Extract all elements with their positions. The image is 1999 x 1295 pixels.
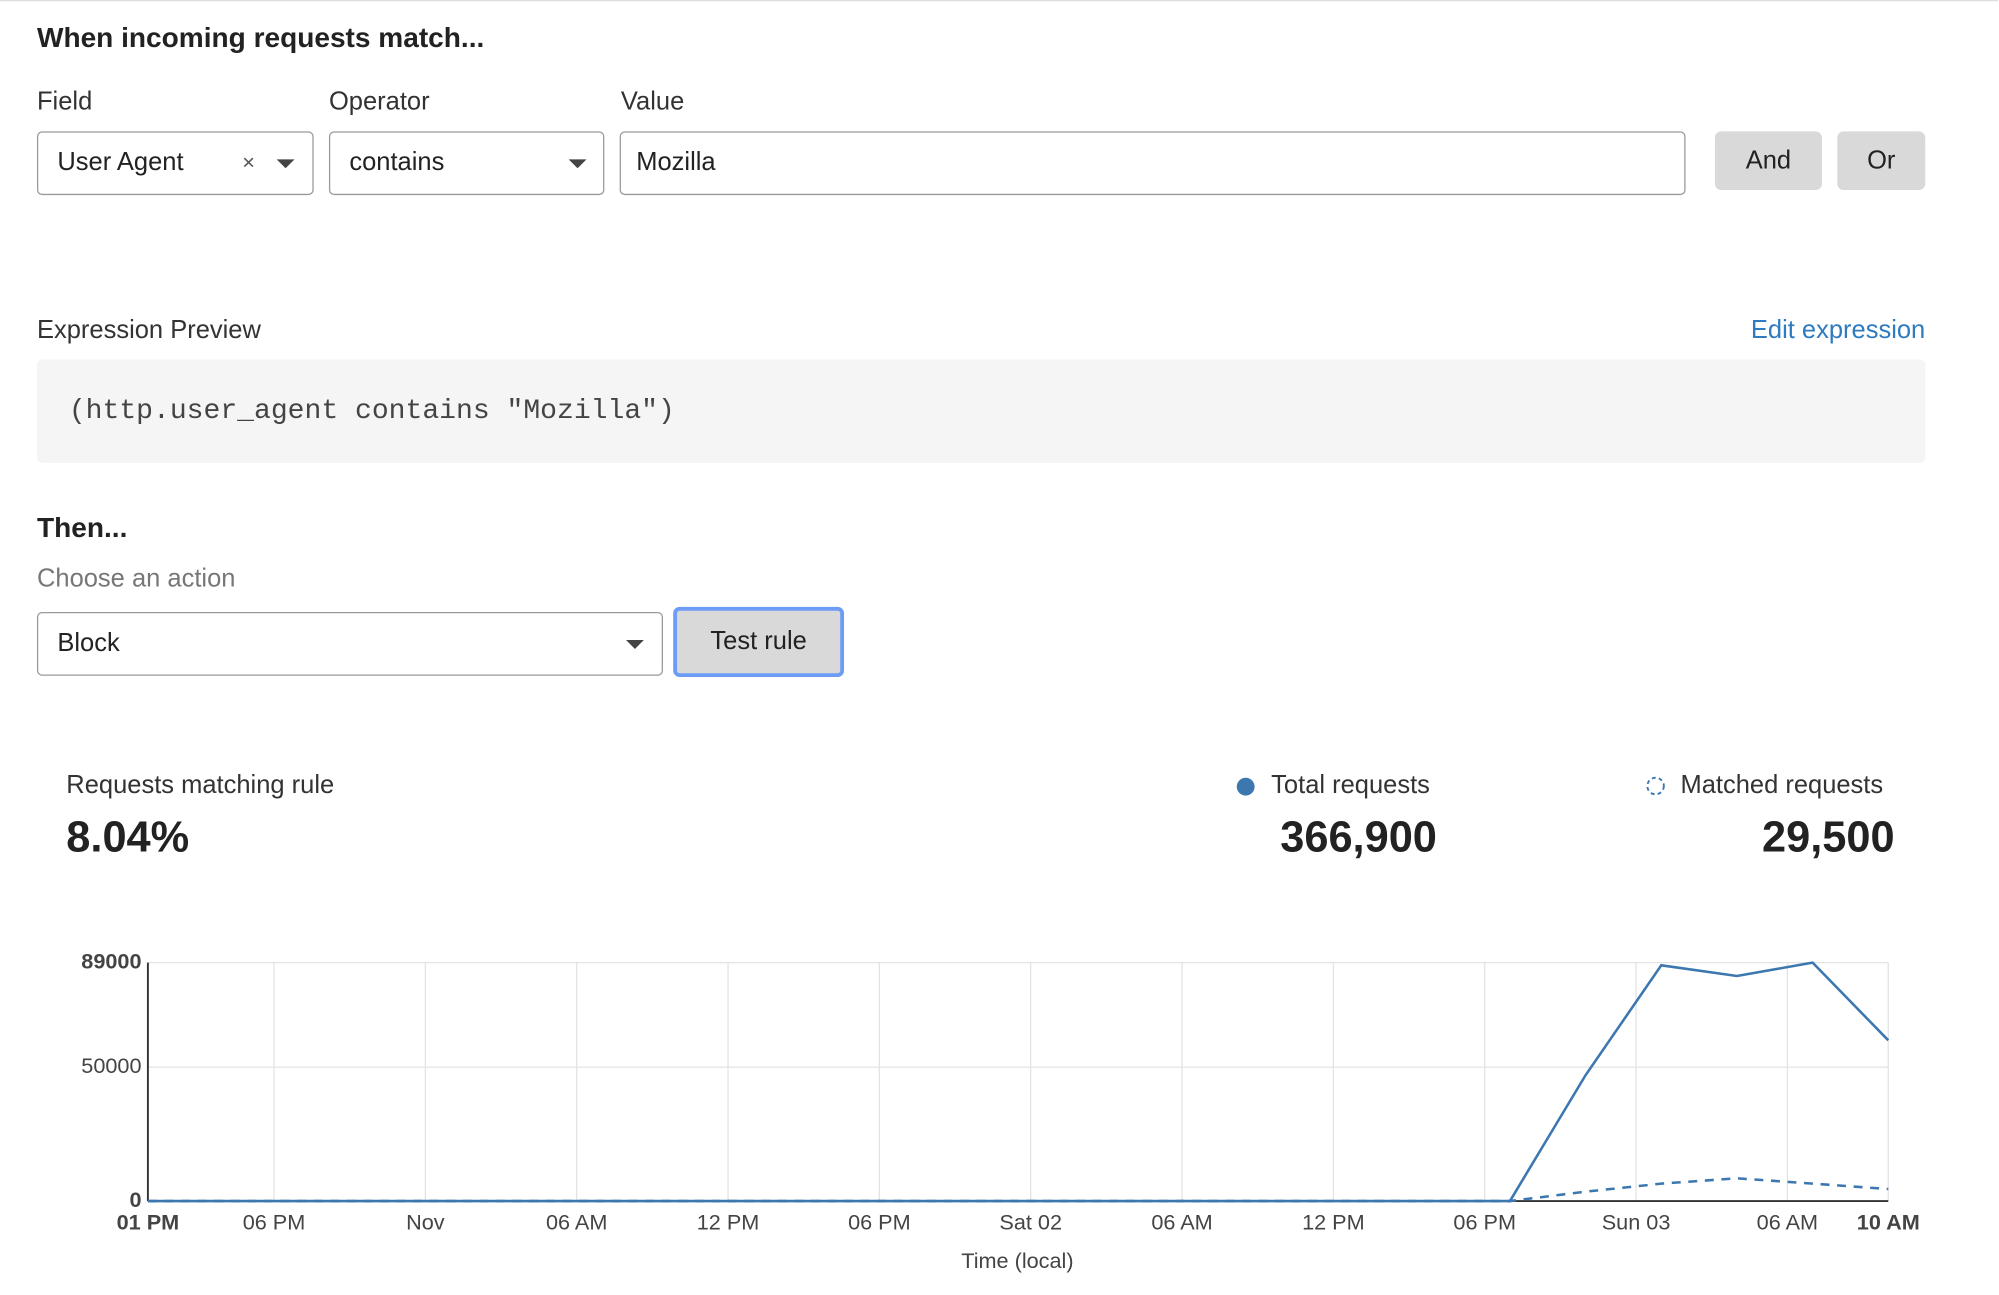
x-tick-label: 01 PM <box>117 1210 180 1235</box>
value-input[interactable]: Mozilla <box>619 131 1686 196</box>
x-tick-label: 06 PM <box>243 1210 306 1235</box>
match-value: 8.04% <box>66 813 190 862</box>
chart: Time (local) 01 PM 06 PM Nov 06 AM 12 PM 06 P… <box>81 948 1920 1273</box>
x-tick-label: Nov <box>406 1210 445 1235</box>
field-select[interactable]: User Agent × <box>36 131 314 196</box>
legend-dot <box>1236 777 1255 796</box>
x-axis-title: Time (local) <box>961 1248 1073 1273</box>
x-tick-label: 12 PM <box>697 1210 760 1235</box>
legend-marker <box>1646 776 1665 796</box>
value-text: Mozilla <box>636 148 716 177</box>
x-tick-label: Sat 02 <box>999 1210 1062 1235</box>
section-title: When incoming requests match... <box>36 21 485 54</box>
field-label: Field <box>36 87 93 117</box>
series-line <box>147 961 1890 1203</box>
legend-dashed-circle <box>1646 776 1665 796</box>
x-tick-label: 10 AM <box>1857 1210 1920 1235</box>
test-rule-button[interactable]: Test rule <box>673 606 845 678</box>
expression-label: Expression Preview <box>36 316 261 345</box>
dropdown-caret <box>276 159 295 169</box>
action-value: Block <box>57 629 120 658</box>
x-tick-label: 12 PM <box>1302 1210 1365 1235</box>
then-title: Then... <box>36 511 128 544</box>
edit-expression-link[interactable]: Edit expression <box>1750 316 1926 345</box>
dropdown-caret <box>568 159 587 169</box>
y-tick-label: 0 <box>129 1187 141 1212</box>
dropdown-caret <box>626 640 644 649</box>
top-border <box>0 0 1998 2</box>
clear-button[interactable]: × <box>242 150 255 175</box>
operator-select[interactable]: contains <box>328 131 605 196</box>
legend-label: Matched requests <box>1680 771 1884 800</box>
series-line <box>147 1177 1889 1203</box>
field-value: User Agent <box>57 148 184 177</box>
and-button[interactable]: And <box>1714 131 1822 190</box>
value-label: Value <box>620 87 685 117</box>
matched-value: 29,500 <box>1762 813 1895 862</box>
operator-label: Operator <box>328 87 430 117</box>
action-label: Choose an action <box>36 564 236 593</box>
operator-value: contains <box>349 148 445 177</box>
x-tick-label: 06 AM <box>1151 1210 1212 1235</box>
x-tick-label: 06 AM <box>1757 1210 1818 1235</box>
y-tick-label: 89000 <box>81 948 141 973</box>
x-tick-label: 06 PM <box>848 1210 911 1235</box>
y-tick-label: 50000 <box>81 1053 141 1078</box>
x-tick-label: Sun 03 <box>1602 1210 1671 1235</box>
x-tick-label: 06 PM <box>1453 1210 1516 1235</box>
action-select[interactable]: Block <box>36 612 664 676</box>
total-value: 366,900 <box>1280 813 1437 862</box>
legend-label: Total requests <box>1271 771 1430 800</box>
or-button[interactable]: Or <box>1837 131 1926 190</box>
match-label: Requests matching rule <box>66 771 335 800</box>
legend-marker <box>1236 777 1255 796</box>
expression-box: (http.user_agent contains "Mozilla") <box>36 359 1926 463</box>
x-tick-label: 06 AM <box>546 1210 607 1235</box>
expression-code: (http.user_agent contains "Mozilla") <box>68 395 675 428</box>
